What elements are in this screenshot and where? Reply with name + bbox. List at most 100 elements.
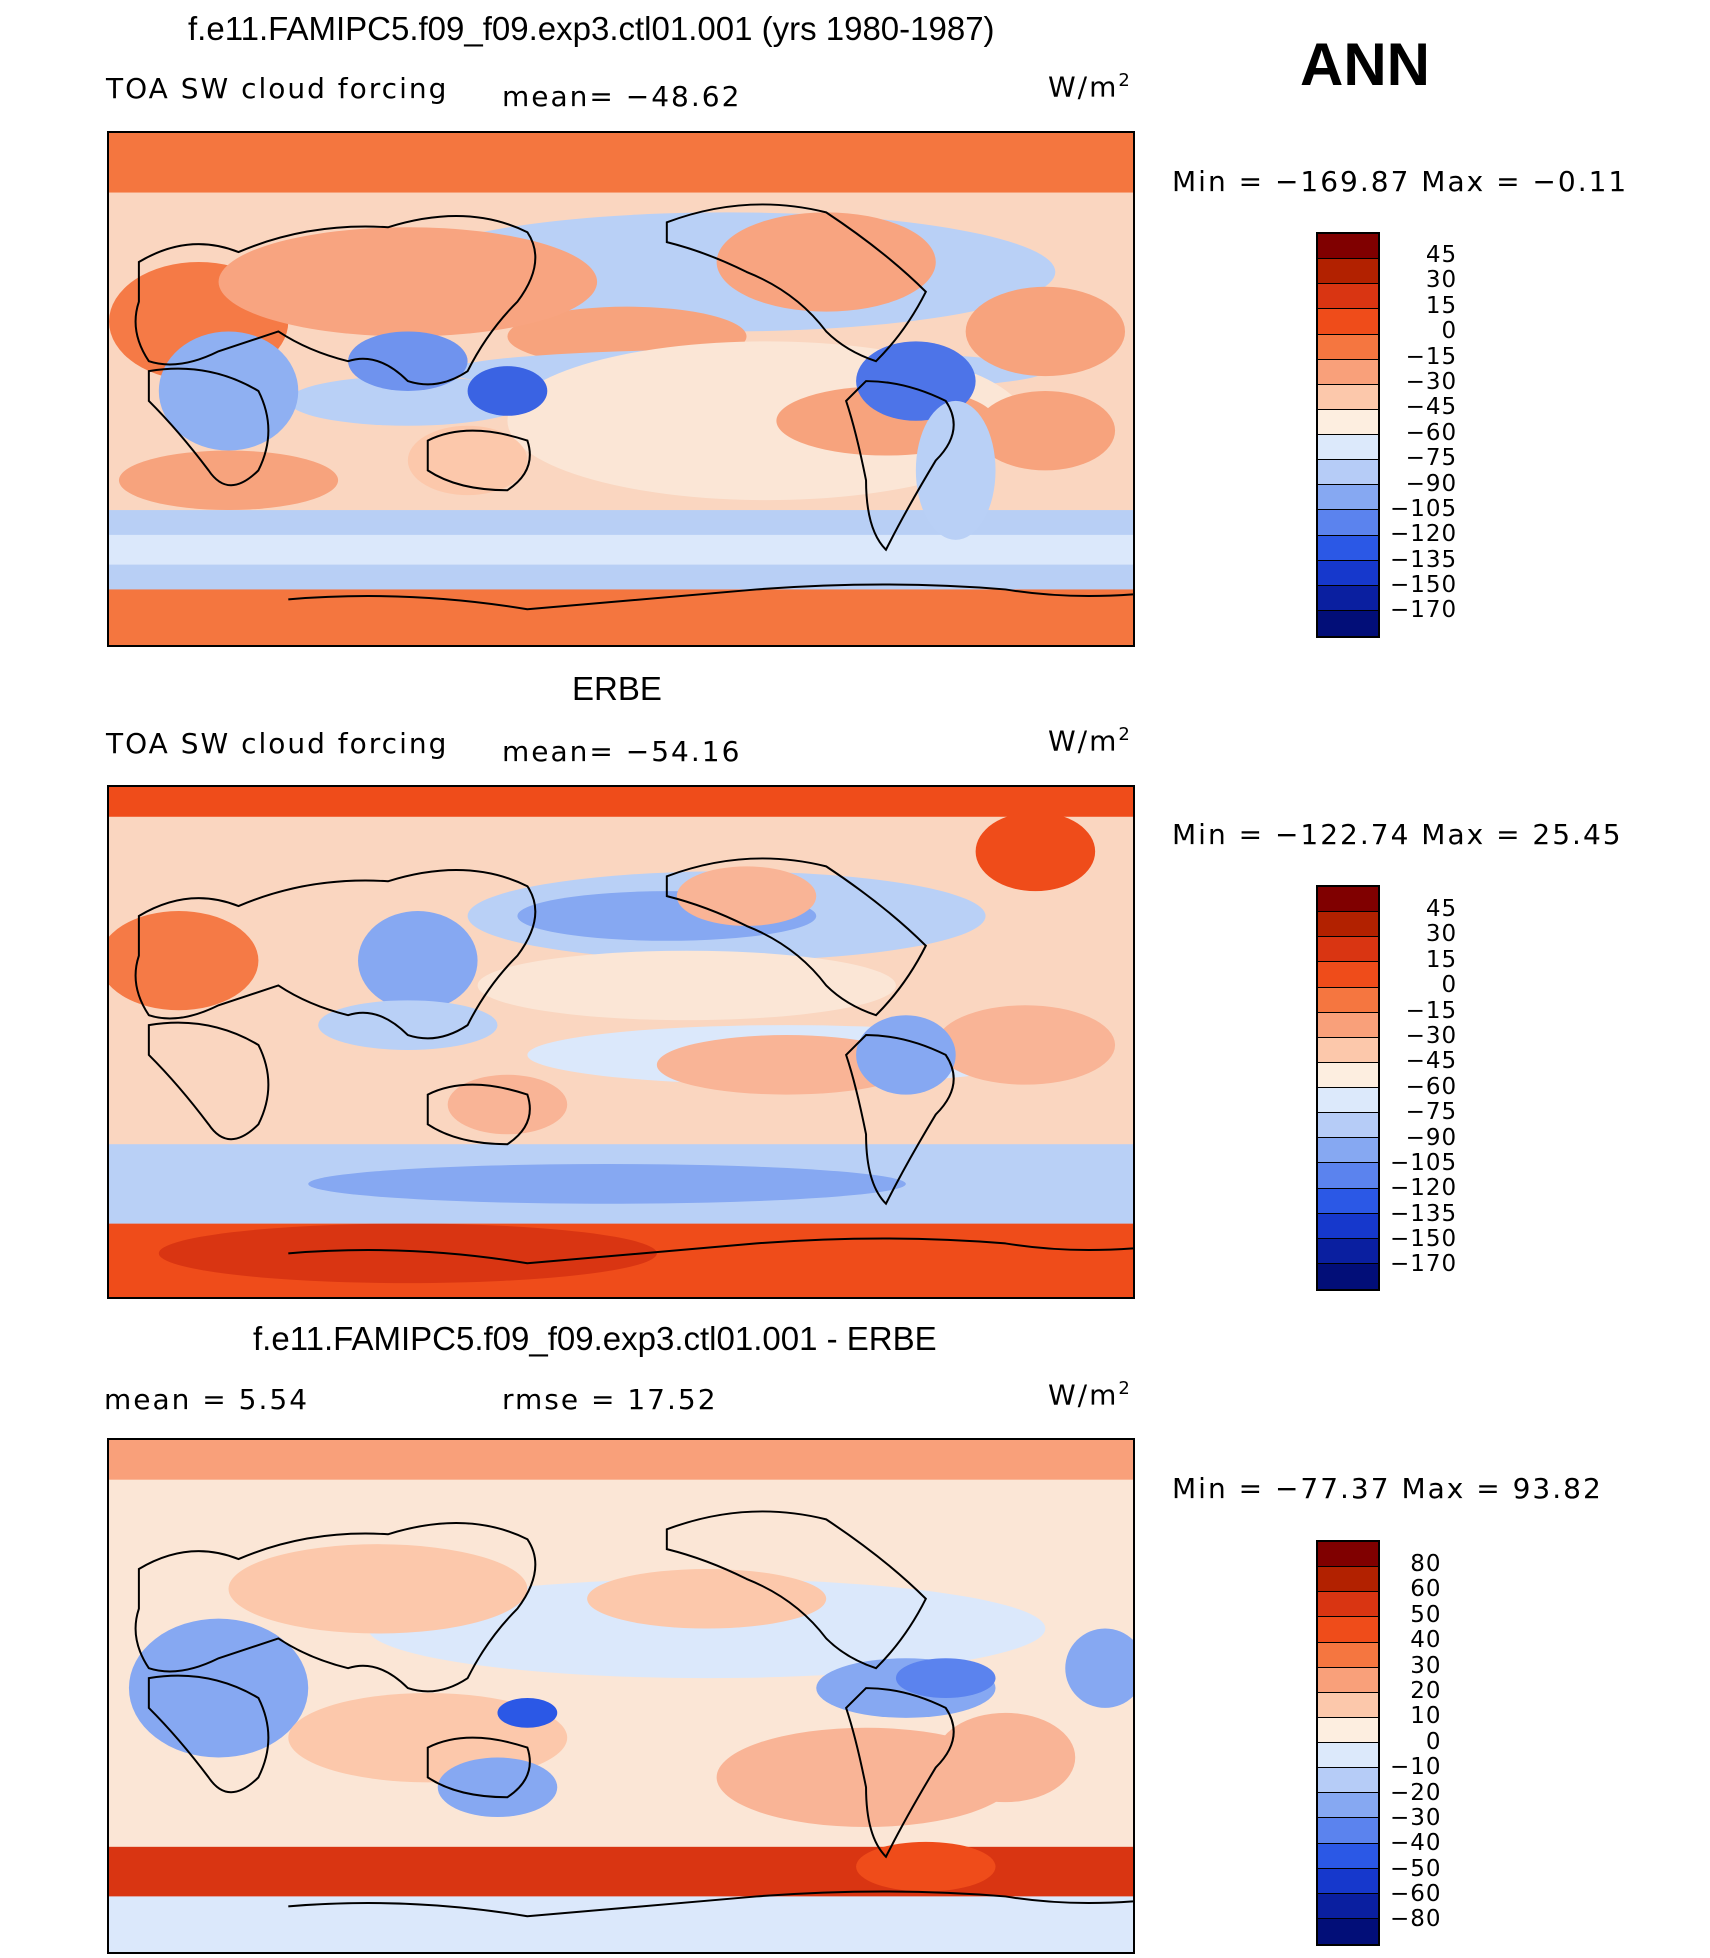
colorbar-segment (1318, 912, 1378, 938)
panel2-colorbar (1316, 885, 1380, 1291)
colorbar-segment (1318, 1012, 1378, 1038)
cbar-label: −50 (1390, 1855, 1442, 1882)
colorbar-segment (1318, 1667, 1378, 1693)
colorbar-segment (1318, 510, 1378, 536)
cbar-label: −150 (1390, 1226, 1458, 1253)
cbar-label: 45 (1425, 242, 1458, 268)
panel1-colorbar-labels: 45 30 15 0 −15 −30 −45 −60 −75 −90 −105 … (1390, 242, 1458, 624)
colorbar-segment (1318, 1793, 1378, 1819)
colorbar-segment (1318, 1692, 1378, 1718)
colorbar-segment (1318, 460, 1378, 486)
panel2-minmax: Min = −122.74 Max = 25.45 (1172, 818, 1623, 851)
panel3-colorbar (1316, 1540, 1380, 1946)
cbar-label: −15 (1405, 343, 1458, 370)
colorbar-segment (1318, 560, 1378, 586)
colorbar-segment (1318, 284, 1378, 310)
cbar-label: −75 (1405, 1099, 1458, 1126)
colorbar-segment (1318, 1213, 1378, 1239)
cbar-label: −135 (1390, 546, 1458, 573)
panel3-colorbar-labels: 80 60 50 40 30 20 10 0 −10 −20 −30 −40 −… (1390, 1551, 1442, 1933)
colorbar-segment (1318, 234, 1378, 260)
colorbar-segment (1318, 1918, 1378, 1944)
colorbar-segment (1318, 1868, 1378, 1894)
colorbar-segment (1318, 585, 1378, 611)
colorbar-segment (1318, 1768, 1378, 1794)
panel1-minmax: Min = −169.87 Max = −0.11 (1172, 165, 1629, 198)
cbar-label: −170 (1390, 597, 1458, 624)
cbar-label: −30 (1405, 368, 1458, 395)
panel3-units: W/m2 (1048, 1378, 1132, 1412)
cbar-label: −90 (1405, 470, 1458, 497)
cbar-label: 15 (1425, 946, 1458, 973)
colorbar-segment (1318, 1088, 1378, 1114)
panel3-title: f.e11.FAMIPC5.f09_f09.exp3.ctl01.001 - E… (253, 1320, 937, 1357)
colorbar-segment (1318, 987, 1378, 1013)
cbar-label: 80 (1410, 1551, 1442, 1577)
cbar-label: 0 (1441, 318, 1458, 345)
cbar-label: −135 (1390, 1200, 1458, 1227)
cbar-label: 0 (1425, 1728, 1442, 1755)
panel2-map-svg (109, 787, 1133, 1297)
cbar-label: −60 (1390, 1881, 1442, 1908)
panel2-colorbar-labels: 45 30 15 0 −15 −30 −45 −60 −75 −90 −105 … (1390, 896, 1458, 1278)
panel1-map-svg (109, 133, 1133, 645)
panel2-title: ERBE (572, 670, 662, 707)
colorbar-segment (1318, 1037, 1378, 1063)
cbar-label: 30 (1425, 921, 1458, 948)
cbar-label: −45 (1405, 394, 1458, 421)
panel3-minmax: Min = −77.37 Max = 93.82 (1172, 1472, 1603, 1505)
panel2-units: W/m2 (1048, 724, 1132, 758)
cbar-label: −120 (1390, 521, 1458, 548)
cbar-label: 45 (1425, 896, 1458, 922)
cbar-label: 50 (1410, 1601, 1442, 1628)
cbar-label: −90 (1405, 1124, 1458, 1151)
colorbar-segment (1318, 259, 1378, 285)
colorbar-segment (1318, 1238, 1378, 1264)
cbar-label: 30 (1425, 267, 1458, 294)
cbar-label: −10 (1390, 1754, 1442, 1781)
colorbar-segment (1318, 610, 1378, 636)
colorbar-segment (1318, 1542, 1378, 1568)
cbar-label: 40 (1410, 1627, 1442, 1654)
cbar-label: −30 (1390, 1804, 1442, 1831)
season-label: ANN (1300, 31, 1430, 98)
colorbar-segment (1318, 1138, 1378, 1164)
panel1-map (107, 131, 1135, 647)
colorbar-segment (1318, 1843, 1378, 1869)
cbar-label: −45 (1405, 1048, 1458, 1075)
cbar-label: −80 (1390, 1906, 1442, 1933)
panel1-mean: mean= −48.62 (502, 80, 742, 113)
panel2-map (107, 785, 1135, 1299)
cbar-label: −60 (1405, 1073, 1458, 1100)
cbar-label: −60 (1405, 419, 1458, 446)
panel2-mean: mean= −54.16 (502, 735, 742, 768)
panel3-rmse: rmse = 17.52 (502, 1383, 718, 1416)
colorbar-segment (1318, 334, 1378, 360)
colorbar-segment (1318, 1113, 1378, 1139)
colorbar-segment (1318, 1062, 1378, 1088)
colorbar-segment (1318, 1743, 1378, 1769)
cbar-label: −170 (1390, 1251, 1458, 1278)
cbar-label: 30 (1410, 1652, 1442, 1679)
colorbar-segment (1318, 359, 1378, 385)
cbar-label: 10 (1410, 1703, 1442, 1730)
colorbar-segment (1318, 1893, 1378, 1919)
colorbar-segment (1318, 887, 1378, 913)
cbar-label: −150 (1390, 572, 1458, 599)
panel1-title: f.e11.FAMIPC5.f09_f09.exp3.ctl01.001 (yr… (188, 10, 995, 47)
colorbar-segment (1318, 485, 1378, 511)
colorbar-segment (1318, 1263, 1378, 1289)
panel1-units: W/m2 (1048, 70, 1132, 104)
colorbar-segment (1318, 384, 1378, 410)
colorbar-segment (1318, 1188, 1378, 1214)
cbar-label: −20 (1390, 1779, 1442, 1806)
panel1-field-label: TOA SW cloud forcing (106, 72, 449, 105)
panel1-colorbar (1316, 232, 1380, 638)
cbar-label: −15 (1405, 997, 1458, 1024)
colorbar-segment (1318, 1818, 1378, 1844)
cbar-label: −75 (1405, 445, 1458, 472)
panel3-map (107, 1438, 1135, 1954)
colorbar-segment (1318, 937, 1378, 963)
colorbar-segment (1318, 1163, 1378, 1189)
cbar-label: −40 (1390, 1830, 1442, 1857)
